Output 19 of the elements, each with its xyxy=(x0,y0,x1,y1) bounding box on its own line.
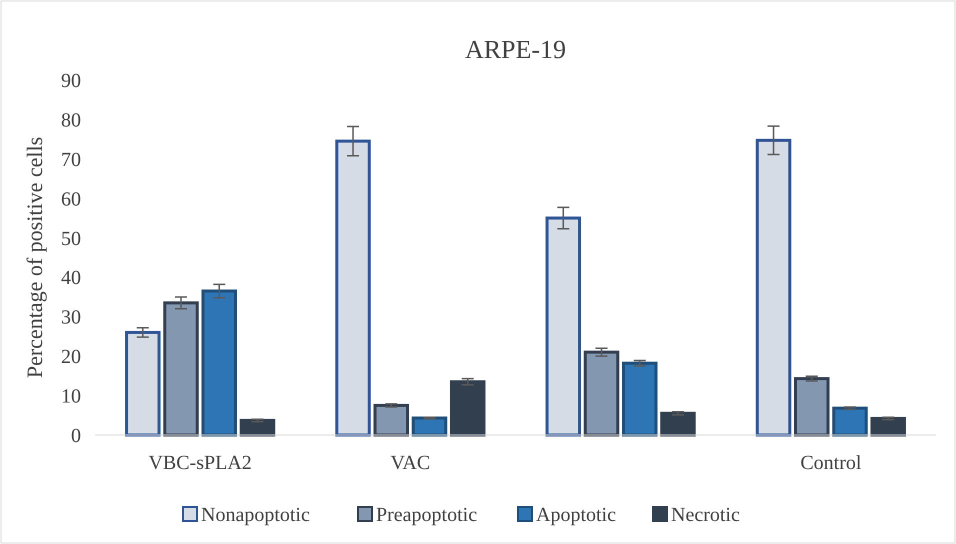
y-tick-label: 50 xyxy=(61,228,81,250)
legend-label: Nonapoptotic xyxy=(201,504,310,526)
y-tick-label: 30 xyxy=(61,306,81,329)
y-tick-label: 0 xyxy=(71,425,81,447)
legend-label: Preapoptotic xyxy=(376,504,478,526)
legend-label: Necrotic xyxy=(671,504,740,526)
x-tick-label: VBC-sPLA2 xyxy=(148,452,252,474)
y-tick-label: 90 xyxy=(61,70,81,92)
y-tick-label: 10 xyxy=(61,386,81,408)
x-tick-label: Control xyxy=(800,452,862,474)
x-tick-label: VAC xyxy=(390,452,430,474)
chart-title: ARPE-19 xyxy=(464,35,566,64)
y-axis-title: Percentage of positive cells xyxy=(22,136,47,378)
y-tick-label: 60 xyxy=(61,188,81,210)
legend-label: Apoptotic xyxy=(536,504,616,526)
y-tick-label: 70 xyxy=(61,148,81,171)
y-tick-label: 40 xyxy=(61,267,81,290)
y-tick-label: 20 xyxy=(61,346,81,368)
y-tick-label: 80 xyxy=(61,109,81,132)
